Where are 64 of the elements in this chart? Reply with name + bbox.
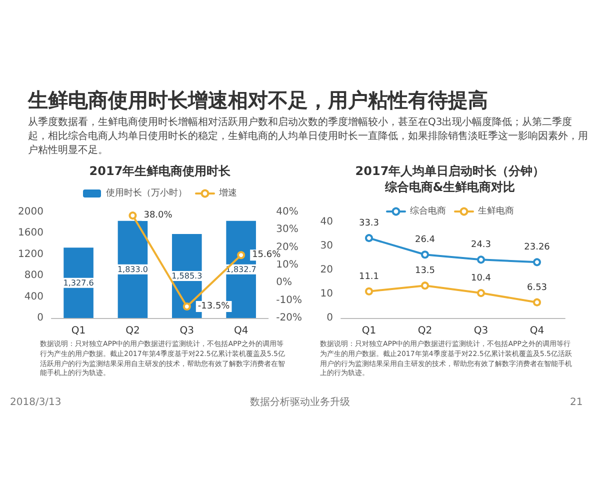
y-tick-label: 40 <box>320 216 333 228</box>
text: 21 <box>570 396 584 410</box>
y-tick-label: 0 <box>326 312 333 324</box>
y2-tick-label: 40% <box>276 206 298 218</box>
legend-label: 使用时长（万小时） <box>106 188 187 198</box>
y-tick-label: 30 <box>320 240 333 252</box>
point <box>477 289 485 298</box>
chart-title: 2017年生鲜电商使用时长 <box>89 164 232 178</box>
text: 从季度数据看，生鲜电商使用时长增幅相对活跃用户数和启动次数的季度增幅较小，甚至在Q3出现小幅度降低；从第二季度起，相比综合电商人均单日使用时长的稳定，生鲜电商的人均单日使用时长一直降低，如果排除销售淡旺季这一影响因素外，用户粘性明显不足。 <box>28 116 588 158</box>
y2-tick-label: 20% <box>276 242 298 253</box>
data-label: 1,832.7 <box>226 264 256 274</box>
data-label: 1,327.6 <box>63 278 94 288</box>
point <box>237 251 246 260</box>
y-tick-label: 1200 <box>18 248 44 260</box>
point <box>128 212 137 220</box>
y-tick-label: 0 <box>37 312 44 324</box>
text: 数据分析驱动业务升级 <box>250 396 351 410</box>
y-tick-label: 20 <box>320 264 333 276</box>
data-label: 1,585.3 <box>172 271 202 280</box>
x-tick-label: Q2 <box>418 326 432 336</box>
y2-tick-label: 30% <box>276 224 298 236</box>
data-label: -13.5% <box>198 302 230 312</box>
x-tick-label: Q3 <box>180 326 194 336</box>
x-tick-label: Q1 <box>362 326 376 336</box>
data-label: 24.3 <box>470 240 492 250</box>
y-tick-label: 800 <box>24 270 44 282</box>
x-tick-label: Q1 <box>71 326 86 336</box>
data-label: 26.4 <box>414 235 436 246</box>
data-label: 33.3 <box>358 218 380 229</box>
y-tick-label: 1600 <box>18 228 44 239</box>
data-label: 10.4 <box>470 274 492 284</box>
data-label: 6.53 <box>526 282 548 293</box>
point <box>533 298 541 306</box>
point <box>365 234 373 242</box>
chart-title: 2017年人均单日启动时长（分钟） <box>355 164 545 178</box>
y2-tick-label: 10% <box>276 260 298 270</box>
text: 2018/3/13 <box>10 396 62 410</box>
y-tick-label: 400 <box>24 291 44 302</box>
data-label: 15.6% <box>252 250 282 260</box>
legend-label: 生鲜电商 <box>478 206 514 216</box>
data-label: 13.5 <box>414 266 436 276</box>
y2-tick-label: 0% <box>276 277 292 288</box>
data-label: 1,833.0 <box>117 264 148 274</box>
point <box>365 287 373 296</box>
text: 生鲜电商使用时长增速相对不足，用户粘性有待提高 <box>28 87 489 114</box>
point <box>182 302 191 311</box>
y2-tick-label: -20% <box>276 312 302 324</box>
y-tick-label: 10 <box>320 288 333 300</box>
data-label: 11.1 <box>358 272 380 282</box>
y2-tick-label: -10% <box>276 294 302 306</box>
point <box>477 256 485 264</box>
y-tick-label: 2000 <box>18 206 44 218</box>
data-label: 38.0% <box>144 210 173 221</box>
chart-subtitle: 综合电商&生鲜电商对比 <box>384 180 516 194</box>
x-tick-label: Q4 <box>234 326 248 336</box>
x-tick-label: Q2 <box>126 326 140 336</box>
legend-label: 综合电商 <box>410 206 446 216</box>
data-label: 23.26 <box>524 242 550 253</box>
legend-label: 增速 <box>218 188 237 198</box>
point <box>533 258 541 266</box>
point <box>421 282 429 290</box>
x-tick-label: Q3 <box>474 326 488 336</box>
x-tick-label: Q4 <box>530 326 544 336</box>
point <box>421 250 429 259</box>
